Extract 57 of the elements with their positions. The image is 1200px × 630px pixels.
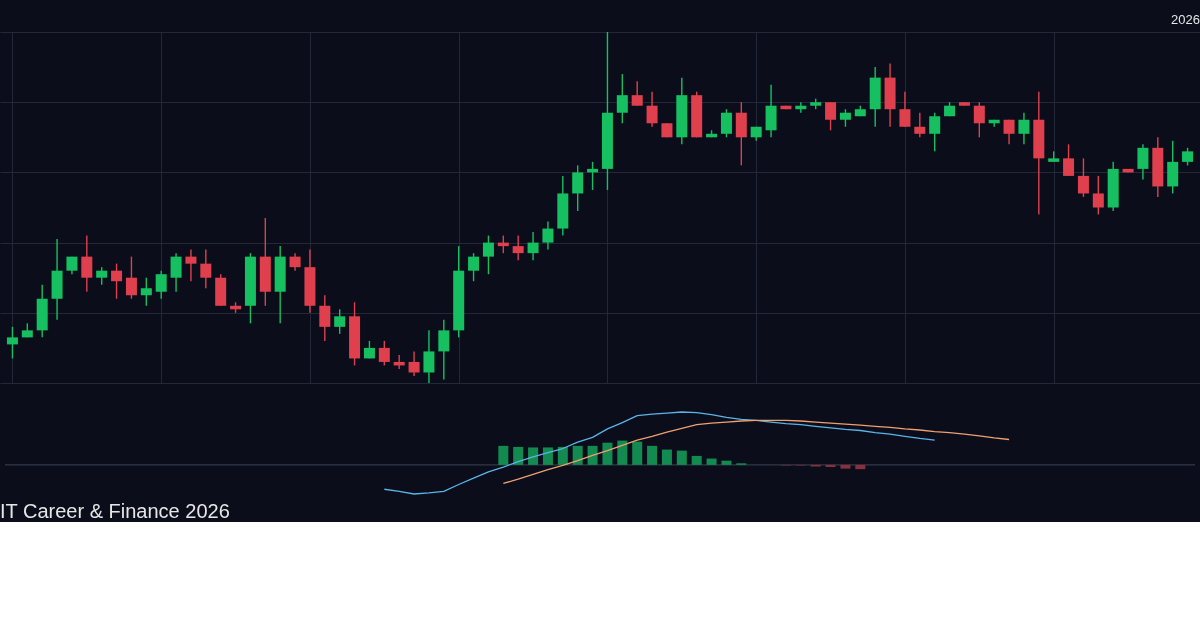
bar <box>691 455 702 465</box>
candlestick <box>185 248 197 282</box>
candlestick <box>973 101 985 138</box>
candlestick <box>1092 175 1104 216</box>
bar <box>498 445 509 465</box>
candlestick <box>527 231 539 261</box>
candlestick <box>334 308 346 335</box>
candlestick <box>899 90 911 128</box>
bar <box>676 450 687 465</box>
candlestick <box>155 269 167 300</box>
candlestick <box>631 80 643 107</box>
candlestick <box>408 350 420 377</box>
text: IT Career & Finance 2026 <box>0 500 230 522</box>
candlestick <box>929 112 941 153</box>
bar <box>572 445 583 465</box>
candlestick <box>542 220 554 251</box>
candlestick <box>200 248 212 289</box>
bar <box>825 464 836 468</box>
candlestick <box>1077 157 1089 198</box>
candlestick <box>438 319 450 381</box>
candlestick <box>512 234 524 261</box>
candlestick <box>125 255 137 300</box>
bar <box>617 440 628 465</box>
bar <box>587 445 598 465</box>
bar <box>632 441 643 465</box>
candlestick <box>1137 143 1149 181</box>
candlestick <box>1003 119 1015 146</box>
candlestick <box>6 326 18 360</box>
candlestick <box>1018 112 1030 146</box>
bar <box>661 449 672 465</box>
candlestick <box>616 73 628 124</box>
candlestick <box>81 234 93 293</box>
candlestick <box>914 112 926 138</box>
bar <box>542 447 553 465</box>
bar <box>602 442 613 465</box>
bar <box>647 445 658 465</box>
bar <box>528 447 539 465</box>
bar <box>855 464 866 470</box>
candlestick <box>646 90 658 128</box>
candlestick <box>468 252 480 282</box>
candlestick <box>319 294 331 342</box>
bar <box>706 458 717 465</box>
candlestick <box>423 329 435 384</box>
bar <box>557 446 568 465</box>
text: 2026 <box>1171 12 1200 28</box>
candlestick <box>111 262 123 300</box>
candlestick <box>1063 143 1075 177</box>
bar <box>721 460 732 465</box>
candlestick <box>482 234 494 275</box>
bar <box>840 464 851 469</box>
candlestick <box>378 340 390 367</box>
candlestick <box>720 108 732 138</box>
candlestick <box>572 164 584 212</box>
candlestick <box>140 277 152 307</box>
candlestick <box>825 101 837 131</box>
bar <box>513 446 524 465</box>
candlestick <box>170 252 182 293</box>
